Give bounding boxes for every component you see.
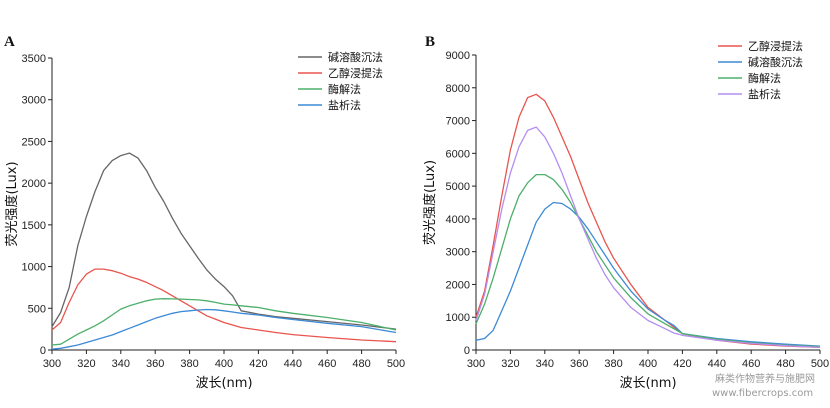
chart-panel-b: 0 1000 2000 3000 4000 5000 6000 7000 8000 9000 300… (422, 34, 829, 391)
y-axis-label: 荧光强度(Lux) (422, 160, 438, 245)
x-tick-label: 300 (467, 358, 485, 370)
x-tick-label: 480 (352, 358, 370, 370)
x-tick-label: 480 (776, 358, 794, 370)
x-axis-label: 波长(nm) (195, 376, 252, 391)
legend-entry-2: 乙醇浸提法 (328, 66, 383, 80)
x-tick-label: 400 (215, 358, 233, 370)
y-tick-label: 1000 (22, 262, 46, 274)
x-tick-label: 360 (570, 358, 588, 370)
y-tick-label: 3000 (446, 247, 470, 259)
legend-entry-4: 盐析法 (748, 87, 781, 101)
legend-entry-3: 酶解法 (748, 71, 781, 85)
y-tick-label: 5000 (446, 181, 470, 193)
series-line-4 (475, 126, 821, 349)
legend-entry-4: 盐析法 (328, 98, 361, 112)
y-tick-label: 3000 (22, 95, 46, 107)
y-tick-label: 500 (28, 303, 46, 315)
chart-panel-a: 0 500 1000 1500 2000 2500 3000 3500 300 320 340 360… (4, 34, 405, 391)
series-line-3 (51, 298, 397, 346)
x-axis-label: 波长(nm) (619, 376, 676, 391)
x-tick-label: 400 (639, 358, 657, 370)
y-tick-label: 0 (40, 345, 46, 357)
series-line-2 (51, 268, 397, 343)
x-tick-label: 320 (501, 358, 519, 370)
legend-entry-3: 酶解法 (328, 82, 361, 96)
x-tick-label: 460 (318, 358, 336, 370)
series-line-1 (51, 152, 397, 330)
x-tick-label: 380 (180, 358, 198, 370)
x-tick-label: 420 (673, 358, 691, 370)
y-tick-label: 4000 (446, 214, 470, 226)
series-line-4 (51, 308, 397, 350)
y-tick-label: 2500 (22, 136, 46, 148)
y-tick-label: 6000 (446, 148, 470, 160)
legend-entry-1: 乙醇浸提法 (748, 39, 803, 53)
x-tick-label: 500 (387, 358, 405, 370)
y-tick-label: 7000 (446, 116, 470, 128)
y-tick-label: 1500 (22, 220, 46, 232)
panel-label: B (425, 34, 435, 50)
x-tick-label: 380 (604, 358, 622, 370)
y-tick-label: 0 (464, 345, 470, 357)
y-tick-label: 2000 (446, 279, 470, 291)
y-tick-label: 1000 (446, 312, 470, 324)
x-tick-label: 340 (112, 358, 130, 370)
x-tick-label: 440 (708, 358, 726, 370)
y-tick-label: 3500 (22, 53, 46, 65)
x-tick-label: 300 (43, 358, 61, 370)
series-line-3 (475, 173, 821, 348)
x-tick-label: 360 (146, 358, 164, 370)
watermark-line2: www.fibercrops.com (712, 388, 813, 399)
x-tick-label: 320 (77, 358, 95, 370)
y-tick-label: 9000 (446, 50, 470, 62)
legend-entry-2: 碱溶酸沉法 (748, 55, 803, 69)
y-tick-label: 2000 (22, 178, 46, 190)
legend-entry-1: 碱溶酸沉法 (328, 50, 383, 64)
x-tick-label: 500 (811, 358, 829, 370)
x-tick-label: 340 (536, 358, 554, 370)
x-tick-label: 420 (249, 358, 267, 370)
panel-label: A (4, 34, 15, 50)
x-tick-label: 440 (284, 358, 302, 370)
y-tick-label: 8000 (446, 83, 470, 95)
y-axis-label: 荧光强度(Lux) (4, 161, 20, 246)
series-line-2 (475, 201, 821, 347)
x-tick-label: 460 (742, 358, 760, 370)
watermark-line1: 麻类作物营养与施肥网 (715, 372, 815, 385)
